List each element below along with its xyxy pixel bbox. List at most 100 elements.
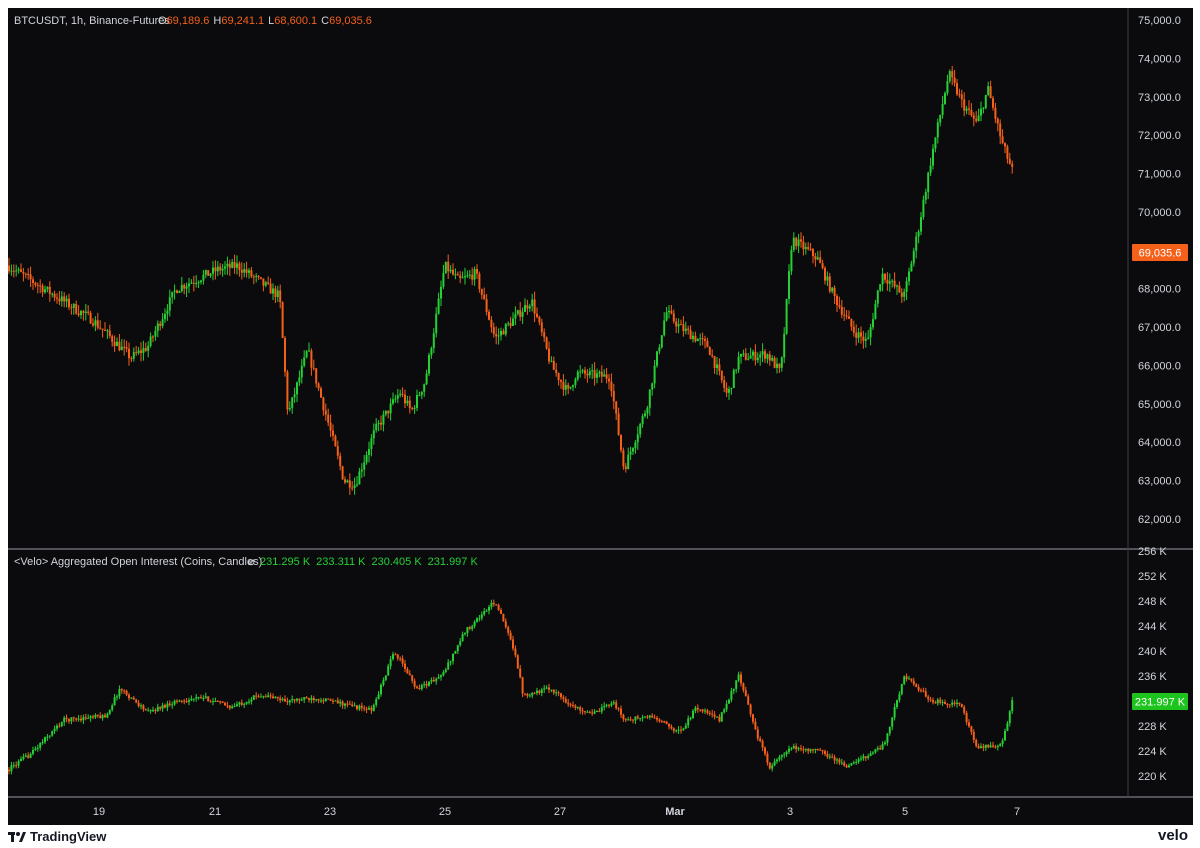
svg-text:231.997 K: 231.997 K: [1135, 697, 1186, 709]
oi-candle: [740, 674, 742, 684]
price-candle: [456, 274, 459, 276]
ohlc-value-h: 69,241.1: [221, 15, 264, 27]
price-candle: [706, 340, 709, 348]
price-candle: [718, 364, 721, 371]
price-candle: [257, 276, 260, 278]
price-candle: [154, 330, 157, 337]
price-candle: [972, 115, 975, 119]
price-candle: [641, 416, 644, 425]
oi-candle: [836, 759, 838, 761]
oi-candle: [341, 701, 344, 706]
price-candle: [108, 330, 111, 337]
price-candle: [384, 410, 387, 415]
price-candle: [824, 268, 826, 281]
oi-candle: [756, 729, 759, 739]
oi-candle: [857, 759, 860, 762]
oi-candle: [898, 694, 901, 701]
price-candle: [747, 358, 750, 360]
oi-candle: [941, 702, 944, 704]
oi-candle: [984, 744, 987, 748]
price-candle: [485, 299, 488, 312]
price-candle: [560, 380, 562, 382]
oi-candle: [233, 706, 236, 708]
oi-candle: [399, 658, 402, 660]
oi-candle: [404, 663, 406, 669]
oi-candle: [113, 697, 116, 706]
oi-candle: [428, 681, 430, 686]
price-candle: [514, 314, 517, 319]
price-candle: [622, 450, 625, 467]
price-candle: [725, 387, 728, 393]
oi-candle: [783, 754, 786, 756]
oi-candle: [308, 698, 310, 701]
velo-logo[interactable]: velo: [1157, 827, 1188, 844]
chart-svg[interactable]: 75,000.0 74,000.0 73,000.0 72,000.0 71,000.0…: [8, 8, 1193, 825]
price-candle: [500, 330, 502, 336]
oi-candle: [862, 756, 865, 759]
price-candle: [368, 449, 370, 456]
oi-candle: [927, 696, 930, 700]
oi-candle: [972, 731, 975, 740]
oi-candle: [680, 729, 682, 731]
oi-candle: [776, 759, 778, 762]
price-candle: [1004, 143, 1006, 147]
price-candle: [886, 279, 889, 284]
oi-candle: [752, 714, 754, 722]
oi-candle: [456, 645, 459, 652]
price-candle: [567, 384, 570, 389]
oi-candle: [135, 699, 138, 703]
price-candle: [656, 351, 658, 366]
price-y-axis[interactable]: 75,000.0 74,000.0 73,000.0 72,000.0 71,000.0…: [1138, 15, 1181, 526]
oi-candle: [137, 702, 140, 707]
oi-candle: [809, 749, 812, 752]
oi-candle: [185, 701, 188, 703]
price-candle: [617, 413, 620, 435]
oi-candle: [356, 705, 358, 710]
oi-y-axis[interactable]: 256 K 252 K 248 K 244 K 240 K 236 K 228 K 224 K…: [1138, 546, 1167, 783]
price-candle: [944, 93, 946, 105]
time-x-axis[interactable]: 19 21 23 25 27 Mar 3 5 7: [93, 806, 1020, 818]
oi-candle: [624, 719, 627, 721]
oi-candle: [389, 659, 392, 667]
oi-candle: [768, 762, 771, 769]
price-candle: [440, 286, 442, 299]
price-candle: [533, 299, 536, 314]
oi-candle: [1006, 723, 1009, 731]
oi-candle: [965, 712, 968, 723]
chart-area[interactable]: 75,000.0 74,000.0 73,000.0 72,000.0 71,000.0…: [8, 8, 1193, 825]
price-candle: [68, 298, 70, 308]
oi-candle: [228, 705, 231, 709]
price-candle: [178, 291, 181, 293]
oi-candle: [886, 733, 889, 743]
oi-candle: [615, 702, 618, 709]
price-candle: [149, 336, 152, 346]
oi-tick-label: 252 K: [1138, 571, 1167, 583]
oi-candle: [363, 707, 366, 709]
oi-candle: [396, 654, 399, 659]
price-candle: [936, 122, 939, 138]
oi-candle: [896, 700, 898, 707]
tradingview-logo[interactable]: TradingView: [8, 829, 106, 844]
price-candle: [728, 389, 730, 393]
price-candle: [41, 285, 44, 293]
price-candle: [540, 322, 543, 333]
price-candle: [168, 297, 171, 311]
price-candle: [152, 336, 154, 338]
oi-candle: [569, 704, 572, 706]
oi-candle: [924, 691, 927, 697]
price-candle: [377, 422, 380, 424]
oi-candle: [444, 669, 447, 672]
price-candle: [468, 274, 471, 276]
oi-candle: [684, 725, 687, 729]
price-candle: [341, 466, 344, 480]
oi-candle: [140, 705, 142, 707]
price-candle: [591, 370, 594, 372]
price-candle: [279, 290, 282, 303]
oi-candle: [807, 748, 810, 752]
oi-candle: [509, 632, 512, 640]
price-candle: [106, 330, 109, 332]
price-candle: [144, 348, 147, 351]
oi-candle: [732, 688, 735, 691]
price-candle: [161, 319, 164, 326]
oi-candle: [706, 710, 709, 713]
